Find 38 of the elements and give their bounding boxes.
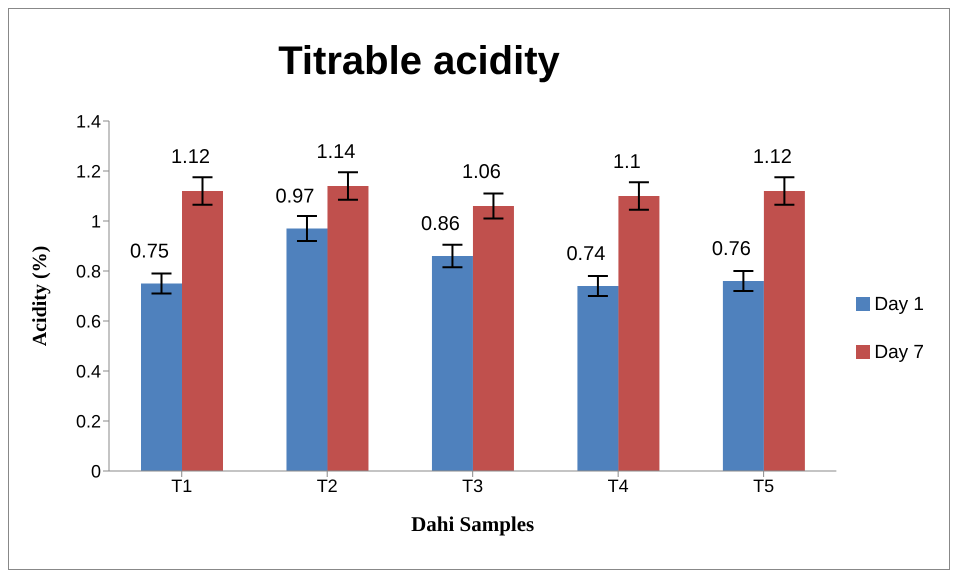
data-label: 0.86 xyxy=(420,213,460,235)
bar xyxy=(286,228,328,471)
y-tick-label: 0.2 xyxy=(76,411,101,432)
y-tick-label: 1.2 xyxy=(76,161,101,182)
x-tick-label: T4 xyxy=(608,476,629,496)
x-tick-label: T1 xyxy=(171,476,192,496)
data-label: 1.06 xyxy=(462,161,501,183)
data-label: 0.75 xyxy=(130,240,169,262)
bar xyxy=(577,286,618,471)
x-tick-label: T2 xyxy=(316,476,338,496)
bar xyxy=(327,186,368,471)
data-label: 0.97 xyxy=(276,186,314,208)
bar xyxy=(141,284,182,471)
bar xyxy=(764,191,805,471)
chart-title: Titrable acidity xyxy=(277,39,561,84)
data-label: 1.12 xyxy=(171,146,210,168)
bar xyxy=(472,206,514,471)
legend-label: Day 7 xyxy=(874,342,924,362)
bar xyxy=(722,281,764,471)
data-label: 0.74 xyxy=(566,243,606,265)
data-label: 0.76 xyxy=(712,238,751,260)
x-tick-label: T5 xyxy=(753,476,774,496)
x-axis-title: Dahi Samples xyxy=(411,512,534,536)
y-tick-label: 0.4 xyxy=(76,361,101,382)
bar xyxy=(182,191,224,471)
y-tick-label: 1 xyxy=(90,211,101,232)
x-tick-label: T3 xyxy=(462,476,484,496)
y-tick-label: 0.8 xyxy=(76,261,101,282)
y-tick-label: 1.4 xyxy=(76,111,101,132)
data-label: 1.1 xyxy=(613,151,641,173)
y-tick-label: 0.6 xyxy=(76,311,101,332)
data-label: 1.14 xyxy=(316,141,356,163)
y-tick-label: 0 xyxy=(90,461,101,482)
bar xyxy=(618,196,660,471)
legend-label: Day 1 xyxy=(874,294,924,314)
y-axis-title: Acidity (%) xyxy=(29,246,52,346)
bar xyxy=(432,256,473,471)
data-label: 1.12 xyxy=(752,146,792,168)
